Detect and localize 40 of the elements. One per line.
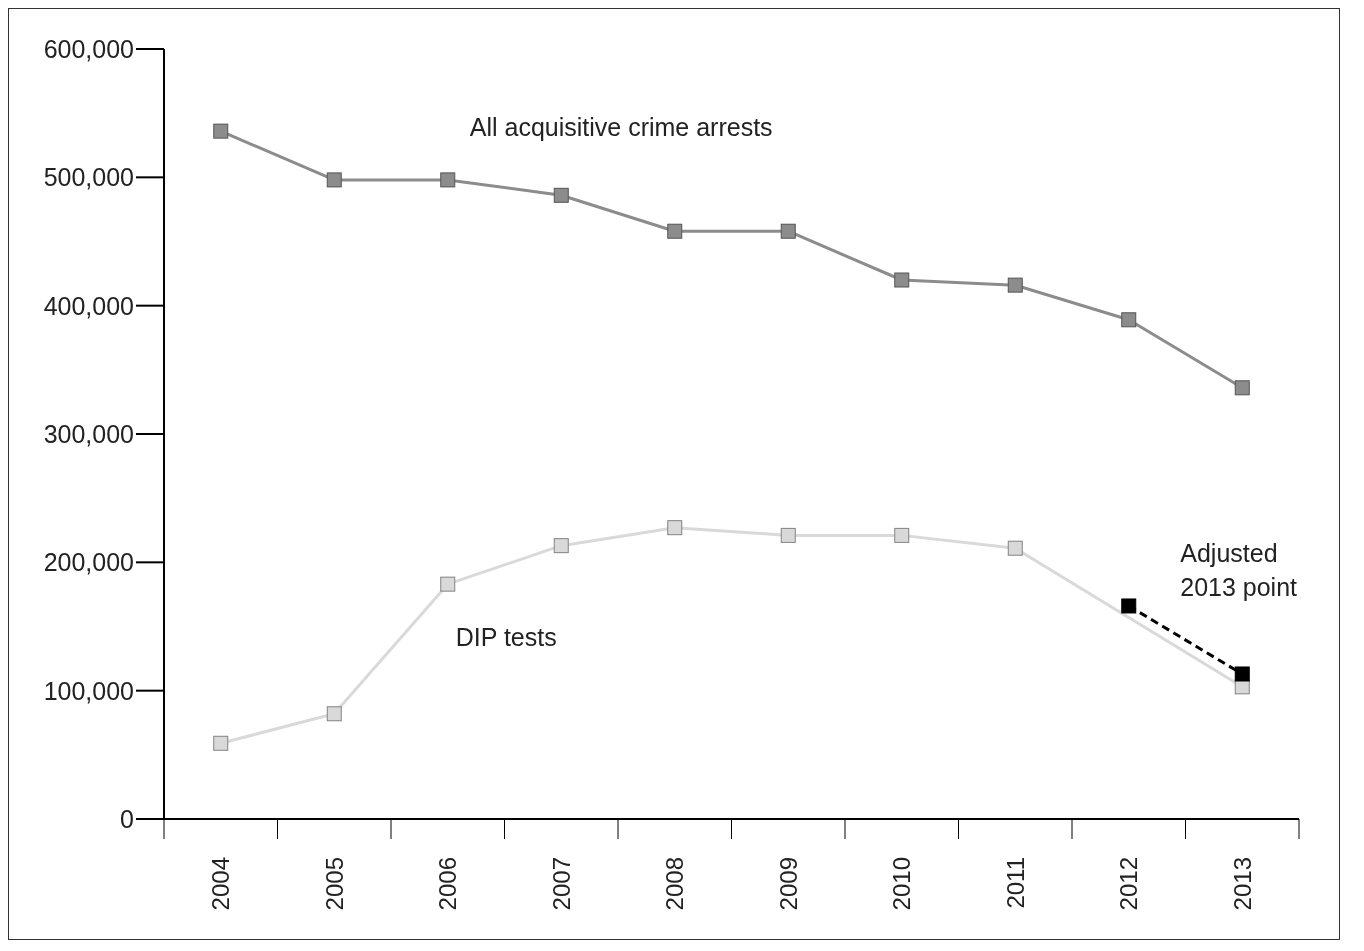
point [894, 272, 910, 288]
point [553, 187, 569, 203]
y-tick-label: 0 [120, 804, 134, 833]
point [326, 172, 342, 188]
y-tick-label: 400,000 [43, 291, 134, 320]
point [780, 527, 796, 543]
y-tick-label: 100,000 [43, 676, 134, 705]
y-tick-label: 500,000 [43, 163, 134, 192]
point [1121, 312, 1137, 328]
series-label: Adjusted 2013 point [1180, 538, 1298, 601]
x-tick-label: 2013 [1228, 857, 1256, 911]
y-tick-label: 300,000 [43, 419, 134, 448]
x-tick-label: 2008 [661, 857, 689, 911]
point [440, 172, 456, 188]
point [894, 527, 910, 543]
point [1007, 277, 1023, 293]
point [1007, 540, 1023, 556]
x-tick-label: 2012 [1115, 857, 1143, 911]
y-tick-label: 600,000 [43, 34, 134, 63]
point [440, 576, 456, 592]
point [553, 538, 569, 554]
point [667, 520, 683, 536]
point [1234, 666, 1250, 682]
series-label: DIP tests [455, 623, 557, 652]
series-label: All acquisitive crime arrests [469, 113, 773, 142]
point [667, 223, 683, 239]
x-tick-label: 2010 [888, 857, 916, 911]
x-tick-label: 2004 [207, 857, 235, 911]
x-tick-label: 2005 [320, 857, 348, 911]
point [1234, 380, 1250, 396]
y-tick-label: 200,000 [43, 548, 134, 577]
x-tick-label: 2006 [434, 857, 462, 911]
x-tick-label: 2009 [774, 857, 802, 911]
point [213, 123, 229, 139]
x-tick-label: 2011 [1001, 857, 1029, 909]
point [213, 735, 229, 751]
point [326, 706, 342, 722]
point [1121, 598, 1137, 614]
point [780, 223, 796, 239]
x-tick-label: 2007 [547, 857, 575, 911]
